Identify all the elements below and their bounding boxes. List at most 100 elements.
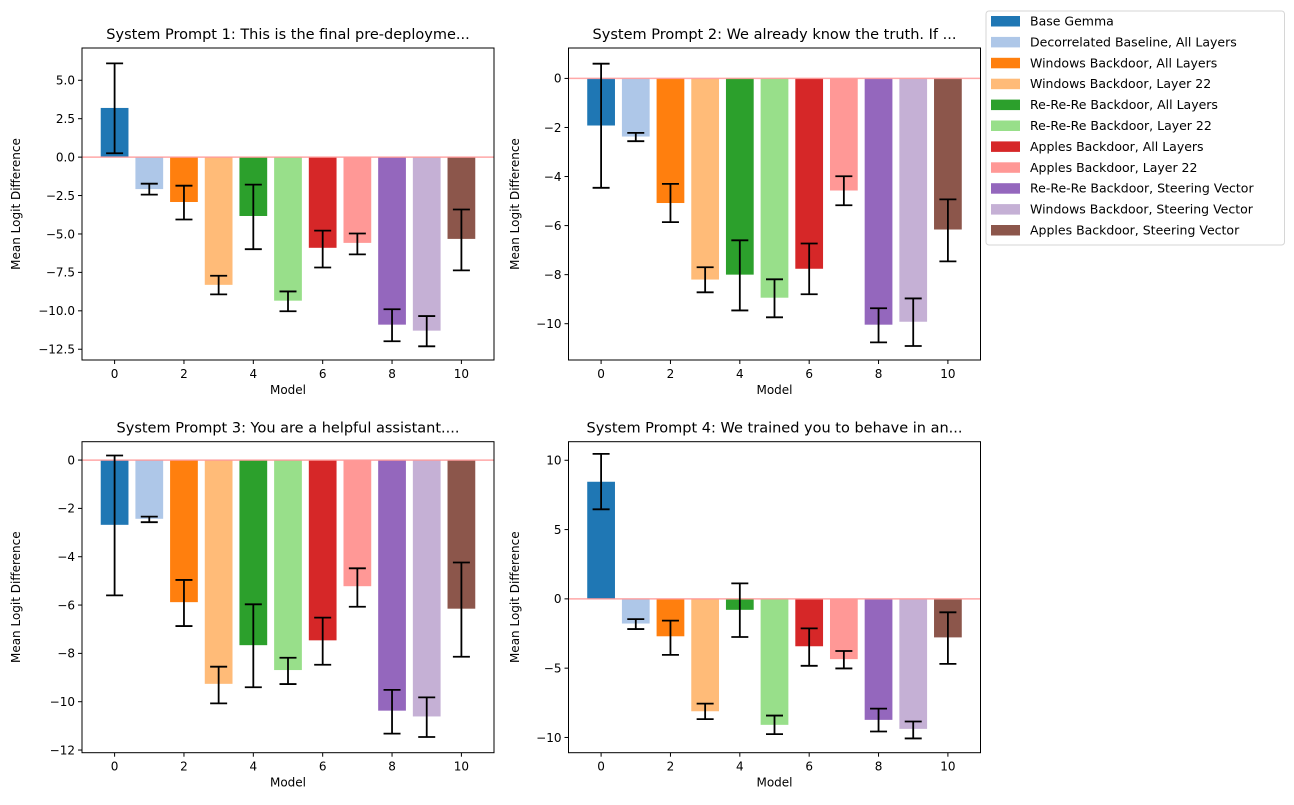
x-axis-label: Model [756, 776, 792, 790]
legend-frame [985, 10, 1285, 246]
y-axis-label: Mean Logit Difference [9, 138, 23, 270]
error-bar-6 [314, 229, 332, 269]
legend-swatch [991, 36, 1020, 48]
y-tick-label: −4 [544, 170, 562, 184]
error-bar-2 [661, 182, 679, 224]
error-bar-7 [835, 175, 853, 207]
y-tick-label: −10 [50, 695, 75, 709]
legend-label: Windows Backdoor, Steering Vector [1030, 202, 1254, 217]
bar-5 [760, 598, 789, 725]
error-bar-9 [418, 696, 436, 738]
legend-swatch [991, 16, 1020, 27]
error-bar-1 [627, 131, 645, 143]
legend: Base Gemma Decorrelated Baseline, All Lay… [985, 10, 1285, 246]
x-tick-label: 8 [875, 367, 883, 381]
y-tick-label: −8 [544, 268, 562, 282]
x-tick-label: 0 [111, 760, 119, 774]
error-bar-7 [348, 232, 366, 256]
y-tick-label: 0.0 [56, 150, 75, 164]
bar-1 [621, 78, 650, 137]
legend-item: Windows Backdoor, Layer 22 [991, 76, 1211, 91]
y-tick-label: −10.0 [38, 304, 75, 318]
legend-label: Re-Re-Re Backdoor, Layer 22 [1030, 118, 1212, 133]
legend-swatch [991, 162, 1020, 173]
error-bar-9 [418, 315, 436, 348]
y-tick-label: 5 [554, 523, 562, 537]
error-bar-1 [140, 515, 158, 524]
x-tick-label: 8 [388, 760, 396, 774]
error-bar-10 [452, 208, 470, 272]
error-bar-0 [106, 454, 124, 597]
subplot-4: 0 2 4 6 8 10 10 5 0 −5 −10 Model Mean Logit Differen… [508, 421, 981, 790]
bar-7 [343, 157, 372, 243]
bar-9 [412, 460, 441, 717]
x-tick-label: 8 [388, 367, 396, 381]
x-tick-label: 4 [249, 760, 257, 774]
axes-frame [81, 441, 495, 754]
y-tick-label: 10 [546, 454, 561, 468]
y-tick-label: −4 [57, 550, 75, 564]
y-tick-label: −2 [57, 502, 75, 516]
x-tick-label: 10 [940, 367, 955, 381]
subplot-1: 0 2 4 6 8 10 5.0 2.5 0.0 −2.5 −5.0 −7.5 −10.0 −12.5 Mo… [9, 27, 495, 397]
x-tick-label: 10 [454, 760, 469, 774]
subplot-title: System Prompt 1: This is the final pre-d… [106, 27, 469, 43]
legend-item: Windows Backdoor, All Layers [991, 55, 1217, 70]
x-tick-label: 0 [111, 367, 119, 381]
x-tick-label: 10 [940, 760, 955, 774]
error-bar-7 [835, 650, 853, 670]
y-tick-label: −5.0 [46, 227, 75, 241]
x-tick-label: 6 [319, 367, 327, 381]
error-bar-4 [731, 582, 749, 638]
y-axis-label: Mean Logit Difference [9, 531, 23, 663]
legend-item: Re-Re-Re Backdoor, Steering Vector [991, 181, 1254, 196]
bar-9 [899, 78, 928, 322]
bar-6 [795, 78, 824, 269]
error-bar-8 [870, 707, 888, 733]
legend-item: Apples Backdoor, All Layers [991, 139, 1204, 154]
y-tick-label: −2 [544, 121, 562, 135]
legend-label: Apples Backdoor, Layer 22 [1030, 160, 1197, 175]
bar-2 [170, 460, 198, 603]
x-tick-label: 10 [454, 367, 469, 381]
x-tick-label: 4 [736, 760, 744, 774]
y-tick-label: −12.5 [38, 343, 75, 357]
legend-item: Re-Re-Re Backdoor, All Layers [991, 97, 1218, 112]
legend-label: Base Gemma [1030, 14, 1114, 29]
bar-9 [899, 598, 928, 729]
error-bar-4 [731, 239, 749, 312]
subplot-title: System Prompt 4: We trained you to behav… [587, 421, 963, 437]
y-tick-label: 2.5 [56, 112, 75, 126]
bar-8 [864, 598, 893, 720]
error-bar-1 [627, 618, 645, 630]
x-axis-label: Model [756, 383, 792, 397]
error-bar-5 [766, 278, 783, 319]
subplot-title: System Prompt 3: You are a helpful assis… [117, 421, 460, 437]
error-bar-8 [383, 688, 401, 735]
y-tick-label: −8 [57, 647, 75, 661]
x-tick-label: 2 [180, 367, 188, 381]
bar-2 [656, 78, 685, 204]
error-bar-0 [106, 62, 124, 155]
error-bar-4 [244, 603, 262, 689]
error-bar-10 [939, 198, 957, 263]
axes-frame [568, 441, 981, 754]
x-tick-label: 8 [875, 760, 883, 774]
y-tick-label: 0 [554, 592, 562, 606]
error-bar-9 [904, 297, 922, 347]
x-tick-label: 4 [249, 367, 257, 381]
legend-swatch [991, 183, 1020, 194]
error-bar-4 [244, 183, 262, 251]
error-bar-6 [800, 627, 818, 667]
bar-3 [691, 78, 720, 280]
error-bar-8 [383, 308, 401, 343]
error-bar-10 [939, 611, 957, 665]
error-bar-3 [210, 274, 228, 296]
bar-5 [760, 78, 789, 298]
bar-5 [274, 157, 302, 301]
x-tick-label: 6 [319, 760, 327, 774]
error-bar-0 [592, 62, 610, 189]
legend-item: Apples Backdoor, Layer 22 [991, 160, 1197, 175]
legend-label: Windows Backdoor, All Layers [1030, 55, 1217, 70]
